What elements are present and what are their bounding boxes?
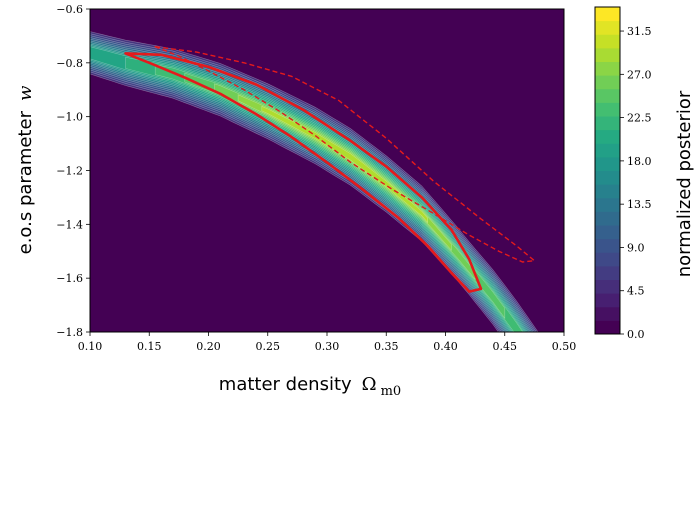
colorbar-step: [595, 184, 620, 199]
posterior-band: [184, 72, 506, 320]
colorbar-tick-label: 18.0: [627, 155, 652, 168]
x-tick-label: 0.40: [433, 340, 458, 353]
confidence-contours: [124, 46, 536, 293]
colorbar-tick-label: 13.5: [627, 198, 652, 211]
colorbar-step: [595, 102, 620, 117]
y-tick-label: −1.2: [56, 165, 83, 178]
colorbar-tick-label: 22.5: [627, 112, 652, 125]
y-axis-label: e.o.s parameter w: [15, 85, 36, 254]
colorbar-step: [595, 7, 620, 22]
y-tick-label: −0.6: [56, 3, 83, 16]
colorbar-step: [595, 225, 620, 240]
posterior-band: [261, 105, 428, 224]
posterior-band: [237, 94, 452, 252]
colorbar-tick-label: 31.5: [627, 25, 652, 38]
y-tick-label: −1.0: [56, 111, 83, 124]
x-tick-label: 0.50: [552, 340, 577, 353]
x-axis-label: matter density Ω m0: [219, 374, 401, 399]
x-tick-label: 0.25: [256, 340, 281, 353]
colorbar-step: [595, 61, 620, 76]
colorbar-step: [595, 265, 620, 280]
colorbar-step: [595, 238, 620, 253]
x-tick-label: 0.45: [493, 340, 518, 353]
colorbar-step: [595, 88, 620, 103]
colorbar-tick-label: 9.0: [627, 241, 645, 254]
colorbar-step: [595, 170, 620, 185]
colorbar-step: [595, 116, 620, 131]
colorbar-step: [595, 252, 620, 267]
solid-contour: [124, 52, 483, 293]
colorbar-step: [595, 306, 620, 321]
colorbar-step: [595, 20, 620, 35]
x-tick-label: 0.30: [315, 340, 340, 353]
colorbar-ticks: 0.0 4.5 9.0 13.5 18.0 22.5 27.0 31.5: [620, 25, 652, 341]
colorbar-step: [595, 156, 620, 171]
plot-area: [89, 8, 565, 333]
posterior-band: [154, 64, 524, 332]
colorbar-frame: [594, 6, 621, 335]
colorbar-step: [595, 129, 620, 144]
colorbar-step: [595, 293, 620, 308]
x-tick-label: 0.35: [374, 340, 399, 353]
posterior-bands: [90, 31, 539, 332]
colorbar: 0.0 4.5 9.0 13.5 18.0 22.5 27.0 31.5 normalized…: [594, 6, 695, 341]
x-tick-label: 0.10: [78, 340, 103, 353]
colorbar-steps: [595, 7, 620, 335]
colorbar-step: [595, 197, 620, 212]
colorbar-step: [595, 143, 620, 158]
colorbar-step: [595, 34, 620, 49]
y-tick-label: −1.4: [56, 218, 83, 231]
colorbar-tick-label: 27.0: [627, 68, 652, 81]
colorbar-step: [595, 75, 620, 90]
y-tick-label: −1.8: [56, 326, 83, 339]
colorbar-tick-label: 0.0: [627, 328, 645, 341]
colorbar-step: [595, 47, 620, 62]
x-tick-label: 0.15: [137, 340, 162, 353]
colorbar-label: normalized posterior: [674, 90, 695, 277]
x-axis: 0.10 0.15 0.20 0.25 0.30 0.35 0.40 0.45 0.50: [78, 332, 577, 353]
colorbar-step: [595, 320, 620, 335]
posterior-band: [214, 83, 476, 281]
posterior-band: [90, 46, 526, 332]
colorbar-tick-label: 4.5: [627, 285, 645, 298]
colorbar-step: [595, 279, 620, 294]
y-tick-label: −1.6: [56, 272, 83, 285]
y-tick-label: −0.8: [56, 57, 83, 70]
x-tick-label: 0.20: [196, 340, 221, 353]
dashed-contour: [154, 46, 536, 263]
y-axis: −0.6 −0.8 −1.0 −1.2 −1.4 −1.6 −1.8: [56, 3, 90, 339]
colorbar-step: [595, 211, 620, 226]
